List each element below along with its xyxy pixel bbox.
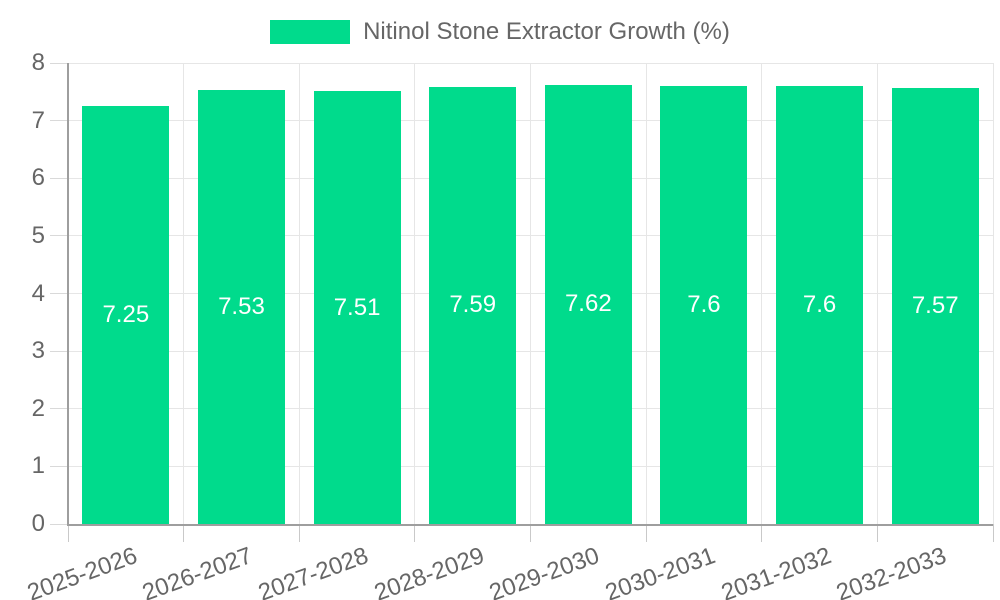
y-axis-tick: [50, 62, 68, 64]
x-axis-tick: [761, 524, 763, 542]
y-axis-tick-label: 2: [31, 394, 45, 422]
y-axis-tick-label: 5: [31, 221, 45, 249]
y-axis-tick: [50, 235, 68, 237]
y-axis-line: [67, 63, 69, 524]
v-gridline: [530, 63, 531, 524]
y-axis-tick-label: 6: [31, 164, 45, 192]
x-axis-tick: [645, 524, 647, 542]
legend: Nitinol Stone Extractor Growth (%): [0, 20, 1000, 44]
y-axis-tick: [50, 523, 68, 525]
x-axis-tick: [414, 524, 416, 542]
bar-value-label: 7.62: [564, 290, 612, 318]
v-gridline: [992, 63, 994, 524]
legend-swatch-icon: [270, 20, 351, 44]
v-gridline: [645, 63, 647, 524]
y-axis-tick-label: 7: [31, 106, 45, 134]
bar: 7.51: [313, 91, 401, 524]
y-axis-tick: [50, 408, 68, 410]
y-axis-tick: [50, 465, 68, 467]
bar: 7.59: [429, 86, 517, 524]
x-axis-tick: [298, 524, 300, 542]
y-axis-tick: [50, 350, 68, 352]
bar: 7.6: [776, 86, 864, 524]
y-axis-tick-label: 8: [31, 49, 45, 76]
v-gridline: [414, 63, 416, 524]
v-gridline: [761, 63, 763, 524]
bar-value-label: 7.6: [802, 291, 837, 319]
y-axis-tick-label: 3: [31, 337, 45, 365]
bar-value-label: 7.59: [449, 291, 497, 319]
v-gridline: [876, 63, 878, 524]
bar-value-label: 7.25: [102, 301, 150, 329]
x-axis-tick: [67, 524, 69, 542]
bar: 7.62: [544, 84, 632, 524]
x-axis-tick: [183, 524, 185, 542]
y-axis-tick-label: 4: [31, 279, 45, 307]
bar-value-label: 7.57: [911, 291, 959, 319]
bar: 7.57: [891, 87, 979, 524]
y-axis-tick-label: 0: [31, 510, 45, 537]
bar-value-label: 7.51: [333, 293, 381, 321]
x-axis-tick: [876, 524, 878, 542]
bar-value-label: 7.53: [218, 293, 265, 321]
x-axis-tick: [992, 524, 994, 542]
bar: 7.6: [660, 86, 748, 524]
x-axis-line: [67, 524, 993, 526]
v-gridline: [298, 63, 300, 524]
bar: 7.53: [197, 90, 285, 524]
y-axis-tick-label: 1: [31, 452, 45, 480]
x-axis-tick: [530, 524, 531, 542]
legend-item[interactable]: Nitinol Stone Extractor Growth (%): [270, 20, 730, 44]
y-axis-tick: [50, 120, 68, 122]
bar: 7.25: [82, 106, 170, 524]
v-gridline: [183, 63, 185, 524]
bar-value-label: 7.6: [687, 291, 721, 319]
y-axis-tick: [50, 293, 68, 294]
legend-label: Nitinol Stone Extractor Growth (%): [363, 18, 730, 45]
y-axis-tick: [50, 177, 68, 179]
